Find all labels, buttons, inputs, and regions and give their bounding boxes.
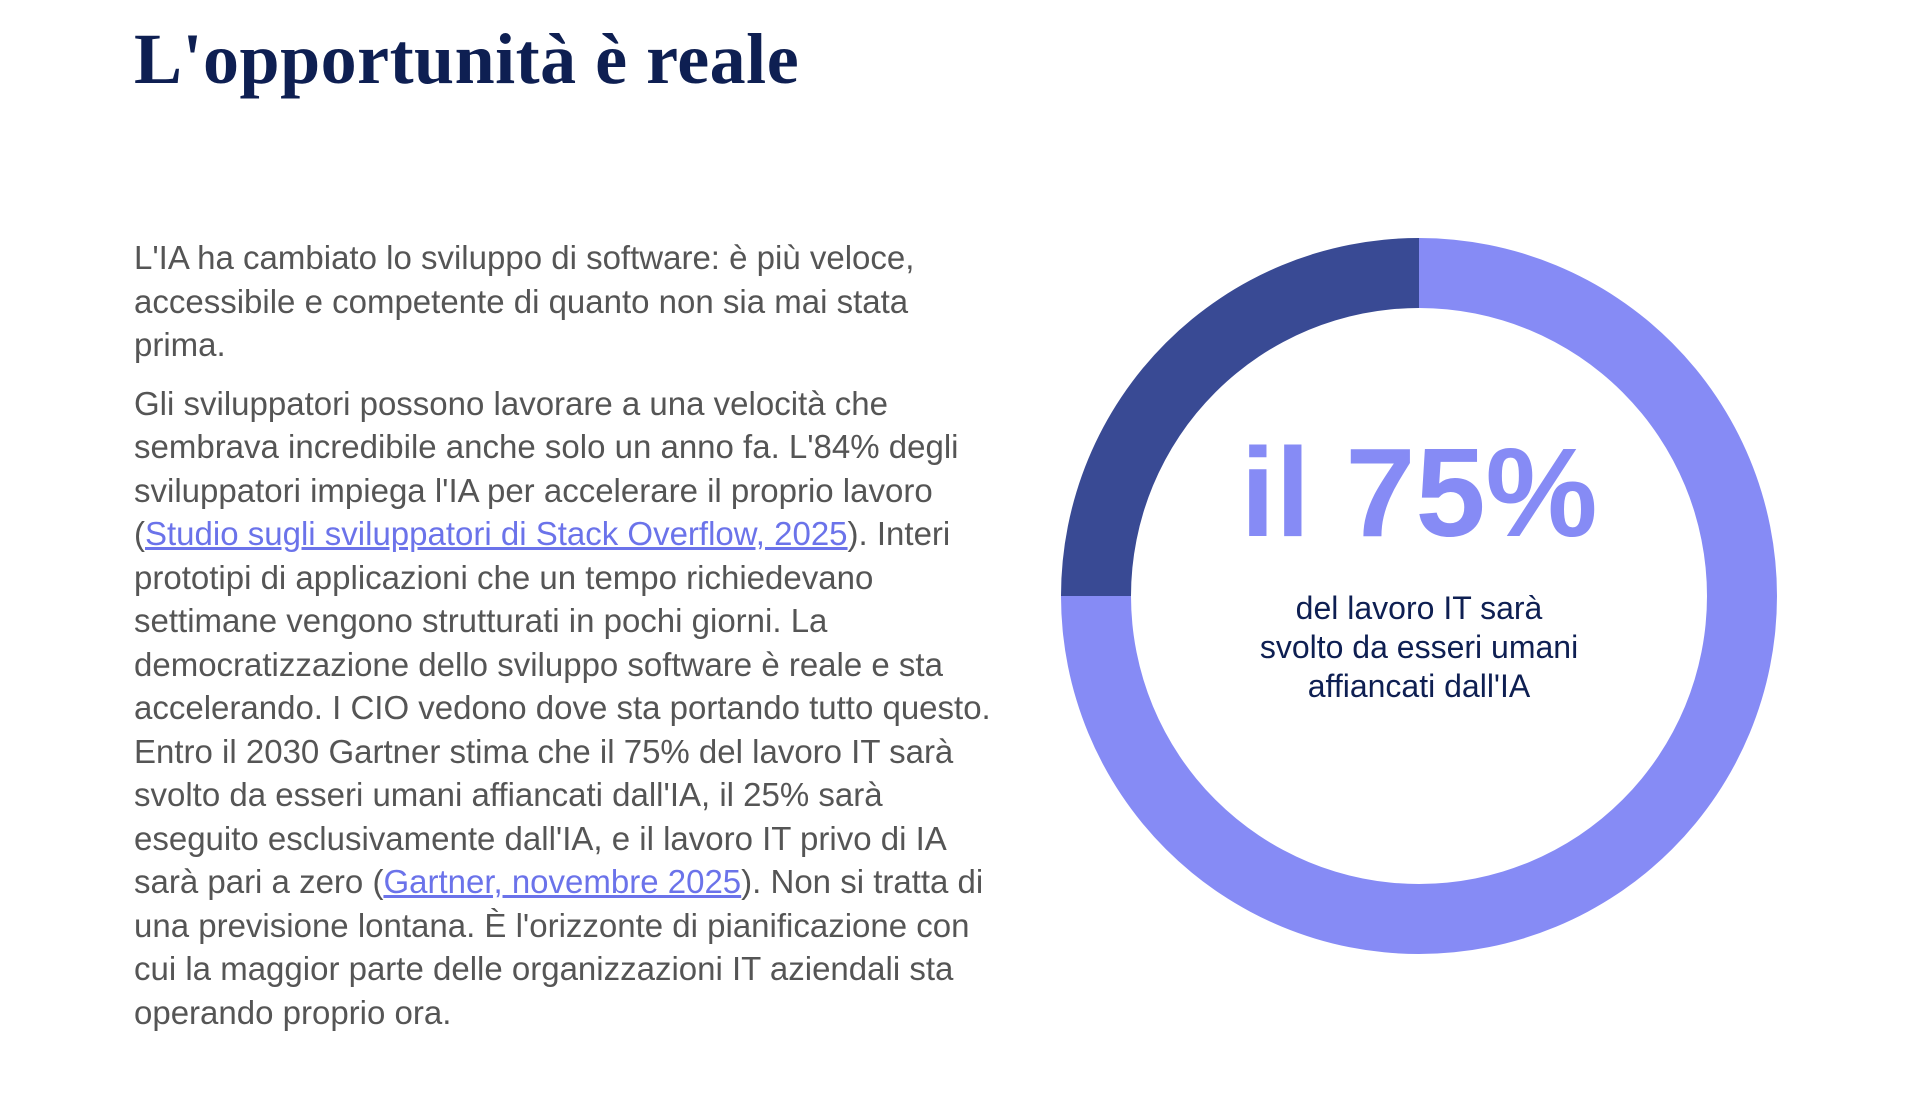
source-link[interactable]: Gartner, novembre 2025 [383,863,742,900]
text-run: L'IA ha cambiato lo sviluppo di software… [134,239,915,363]
paragraph: L'IA ha cambiato lo sviluppo di software… [134,236,1794,367]
content: il 75% del lavoro IT sarà svolto da esser… [134,236,1794,1049]
text-run: ). Interi prototipi di applicazioni che … [134,515,991,900]
caption-line: svolto da esseri umani [1260,629,1578,665]
paragraph: Gli sviluppatori possono lavorare a una … [134,382,1794,1035]
text-run: ). Non si tratta di una previsione lonta… [134,863,984,1031]
chart-box: il 75% del lavoro IT sarà svolto da esser… [1014,236,1794,961]
donut-segment [1061,238,1419,596]
caption-line: del lavoro IT sarà [1296,590,1543,626]
center-label: il 75% [1240,422,1597,563]
page-title: L'opportunità è reale [134,19,800,99]
text-run: Gli sviluppatori possono lavorare a una … [134,384,959,553]
caption-line: affiancati dall'IA [1308,668,1531,704]
source-link[interactable]: Studio sugli sviluppatori di Stack Overf… [145,515,848,552]
ring [1061,238,1777,954]
